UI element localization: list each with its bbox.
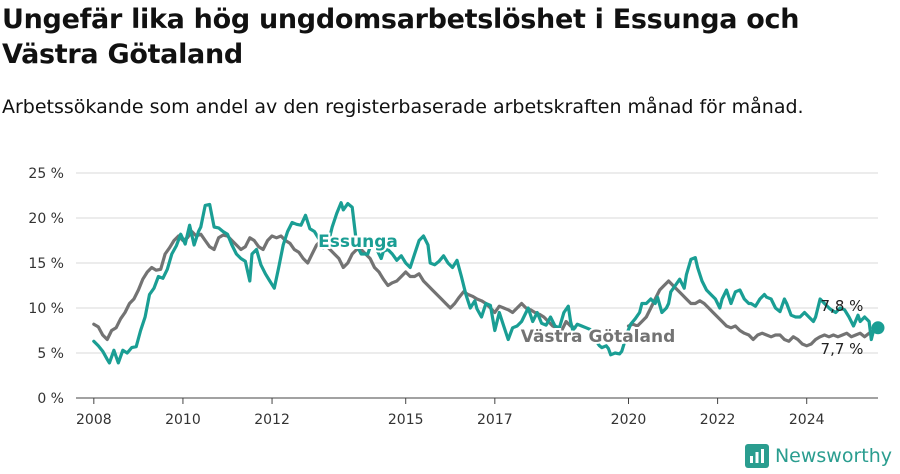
y-axis-ticks: 0 % 5 % 10 % 15 % 20 % 25 %: [28, 166, 64, 407]
x-tick-label: 2008: [76, 412, 112, 428]
series-line-vastra: [92, 229, 577, 342]
series-line-essunga: [92, 201, 880, 365]
y-tick-label: 0 %: [37, 391, 64, 407]
series-label-essunga: Essunga: [318, 232, 398, 252]
brand-name: Newsworthy: [774, 445, 892, 467]
y-tick-label: 15 %: [28, 256, 64, 272]
series-labels: Essunga Västra Götaland 7,8 % 7,7 %: [316, 230, 864, 358]
x-tick-label: 2015: [388, 412, 424, 428]
x-axis-ticks: 2008 2010 2012 2015 2017 2020 2022 2024: [76, 398, 825, 428]
chart-subtitle: Arbetssökande som andel av den registerb…: [2, 96, 804, 118]
bar-chart-logo-icon: [744, 444, 769, 468]
series-line-vastra2: [626, 279, 880, 348]
series-label-vastra-gotaland: Västra Götaland: [521, 327, 676, 347]
y-tick-label: 25 %: [28, 166, 64, 182]
x-tick-label: 2012: [254, 412, 290, 428]
x-tick-label: 2024: [789, 412, 825, 428]
x-tick-label: 2010: [165, 412, 201, 428]
end-value-vastra-gotaland: 7,7 %: [821, 340, 864, 358]
y-tick-label: 10 %: [28, 301, 64, 317]
y-tick-label: 20 %: [28, 211, 64, 227]
series-lines: [92, 201, 885, 365]
newsworthy-logo: Newsworthy: [744, 444, 892, 468]
x-tick-label: 2022: [700, 412, 736, 428]
gridlines: [76, 172, 878, 399]
chart-title: Ungefär lika hög ungdomsarbetslöshet i E…: [2, 4, 800, 70]
y-tick-label: 5 %: [37, 346, 64, 362]
x-tick-label: 2020: [611, 412, 647, 428]
essunga-end-marker: [871, 321, 885, 335]
end-value-essunga: 7,8 %: [821, 297, 864, 315]
x-tick-label: 2017: [477, 412, 513, 428]
